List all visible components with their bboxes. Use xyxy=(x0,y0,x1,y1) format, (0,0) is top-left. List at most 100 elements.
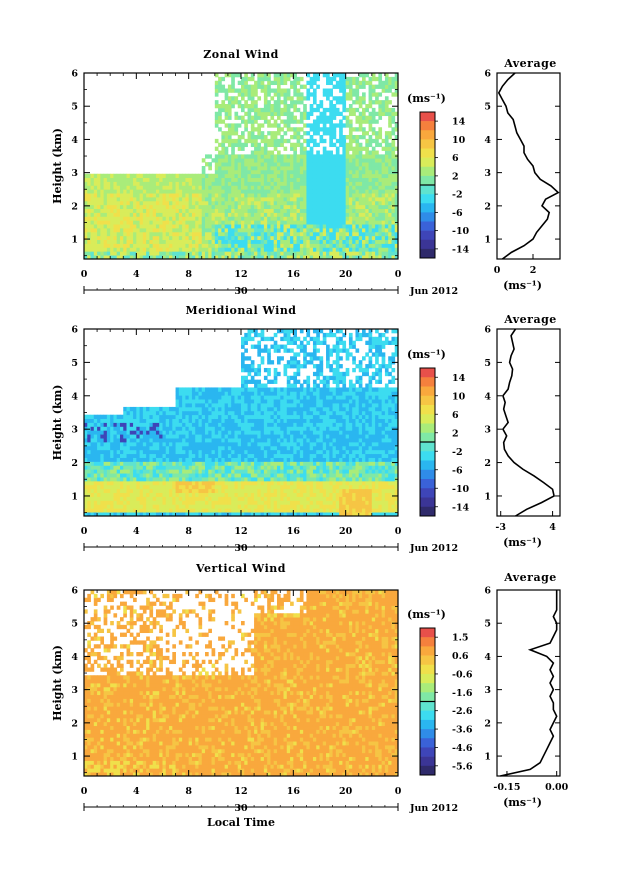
heatmap-cell xyxy=(172,484,176,490)
heatmap-cell xyxy=(159,197,163,202)
heatmap-cell xyxy=(123,508,127,513)
heatmap-cell xyxy=(326,231,330,237)
heatmap-cell xyxy=(237,406,242,412)
heatmap-cell xyxy=(384,193,389,198)
heatmap-cell xyxy=(237,410,242,416)
heatmap-cell xyxy=(182,465,186,470)
heatmap-cell xyxy=(303,146,307,151)
heatmap-cell xyxy=(136,204,140,210)
heatmap-cell xyxy=(133,445,137,451)
heatmap-cell xyxy=(254,496,258,501)
heatmap-cell xyxy=(234,181,239,186)
heatmap-cell xyxy=(165,434,170,439)
heatmap-cell xyxy=(250,477,255,482)
heatmap-cell xyxy=(309,208,314,213)
heatmap-cell xyxy=(244,430,248,435)
heatmap-cell xyxy=(306,243,311,248)
heatmap-cell xyxy=(270,138,275,144)
heatmap-cell xyxy=(146,488,150,494)
heatmap-cell xyxy=(231,185,235,190)
heatmap-cell xyxy=(345,200,350,206)
heatmap-cell xyxy=(283,189,288,194)
heatmap-cell xyxy=(126,216,131,221)
heatmap-cell xyxy=(214,200,219,206)
heatmap-cell xyxy=(247,107,252,113)
heatmap-cell xyxy=(355,247,360,252)
heatmap-cell xyxy=(260,220,265,225)
heatmap-cell xyxy=(113,212,118,217)
heatmap-cell xyxy=(205,216,209,221)
heatmap-cell xyxy=(257,239,262,244)
heatmap-cell xyxy=(146,434,150,439)
heatmap-cell xyxy=(257,142,262,148)
heatmap-cell xyxy=(260,84,265,89)
heatmap-cell xyxy=(358,150,363,155)
heatmap-cell xyxy=(384,212,389,217)
heatmap-cell xyxy=(388,255,392,260)
heatmap-cell xyxy=(254,104,258,109)
heatmap-cell xyxy=(293,243,297,248)
heatmap-cell xyxy=(133,473,137,478)
heatmap-cell xyxy=(103,208,108,213)
heatmap-cell xyxy=(119,418,124,423)
heatmap-cell xyxy=(250,84,255,89)
heatmap-cell xyxy=(378,169,383,175)
heatmap-cell xyxy=(348,131,353,136)
heatmap-cell xyxy=(90,465,95,470)
heatmap-cell xyxy=(214,73,219,78)
heatmap-cell xyxy=(133,508,137,513)
heatmap-cell xyxy=(214,115,219,120)
heatmap-cell xyxy=(205,453,209,458)
heatmap-cell xyxy=(198,391,203,396)
heatmap-cell xyxy=(146,216,150,221)
heatmap-cell xyxy=(241,438,245,443)
heatmap-cell xyxy=(247,414,252,420)
heatmap-cell xyxy=(267,123,271,128)
heatmap-cell xyxy=(381,228,386,233)
heatmap-cell xyxy=(283,111,288,117)
heatmap-cell xyxy=(257,73,262,78)
heatmap-cell xyxy=(205,492,209,497)
heatmap-cell xyxy=(250,107,255,113)
heatmap-cell xyxy=(162,208,167,213)
heatmap-cell xyxy=(355,158,360,163)
heatmap-cell xyxy=(260,239,265,244)
heatmap-cell xyxy=(332,142,337,148)
heatmap-cell xyxy=(214,480,219,486)
heatmap-cell xyxy=(322,181,327,186)
heatmap-cell xyxy=(116,228,121,233)
heatmap-cell xyxy=(273,243,278,248)
heatmap-cell xyxy=(388,107,392,113)
heatmap-cell xyxy=(335,212,340,217)
heatmap-cell xyxy=(368,243,373,248)
heatmap-cell xyxy=(133,255,137,260)
heatmap-cell xyxy=(178,208,183,213)
heatmap-cell xyxy=(139,228,144,233)
heatmap-cell xyxy=(273,239,278,244)
heatmap-cell xyxy=(208,166,212,171)
heatmap-cell xyxy=(391,127,396,132)
heatmap-cell xyxy=(159,173,163,179)
heatmap-cell xyxy=(375,255,379,260)
heatmap-cell xyxy=(155,441,160,447)
heatmap-cell xyxy=(214,441,219,447)
heatmap-cell xyxy=(195,181,199,186)
heatmap-cell xyxy=(172,189,176,194)
heatmap-cell xyxy=(237,73,242,78)
heatmap-cell xyxy=(214,154,219,159)
heatmap-cell xyxy=(296,76,301,82)
heatmap-cell xyxy=(182,255,186,260)
heatmap-cell xyxy=(296,177,301,182)
heatmap-cell xyxy=(312,239,317,244)
heatmap-cell xyxy=(149,469,154,474)
heatmap-cell xyxy=(306,111,311,117)
heatmap-cell xyxy=(106,181,111,186)
heatmap-cell xyxy=(365,142,369,148)
heatmap-cell xyxy=(113,251,118,256)
heatmap-cell xyxy=(381,247,386,252)
heatmap-cell xyxy=(221,414,226,420)
heatmap-cell xyxy=(182,395,186,400)
heatmap-cell xyxy=(384,189,389,194)
heatmap-cell xyxy=(290,251,294,256)
heatmap-cell xyxy=(198,430,203,435)
